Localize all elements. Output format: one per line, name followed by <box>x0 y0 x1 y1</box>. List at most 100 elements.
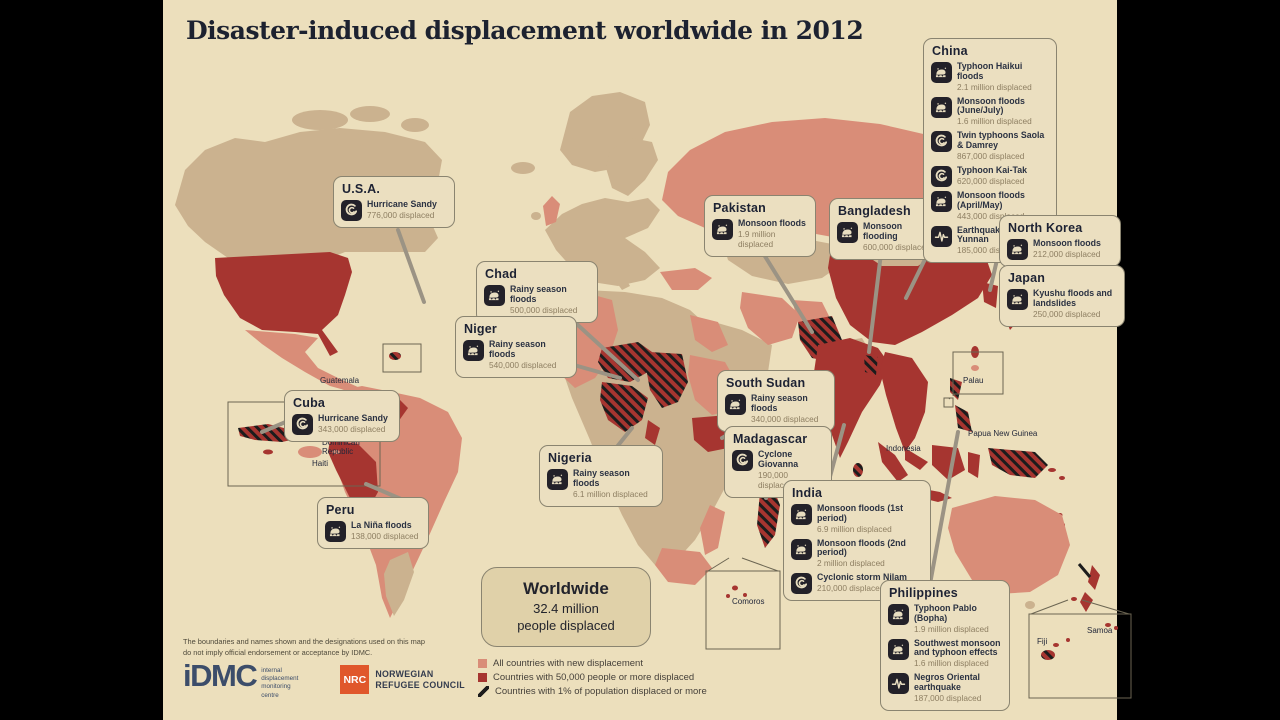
event-amount: 1.9 million displaced <box>914 623 989 634</box>
idmc-tagline-line: centre <box>261 691 279 699</box>
idmc-tagline-line: monitoring <box>261 683 291 691</box>
typhoon-icon <box>931 131 952 153</box>
event-amount: 500,000 displaced <box>510 304 578 315</box>
callout-north-korea: North Korea Monsoon floods 212,000 displ… <box>999 215 1121 267</box>
event-row: Typhoon Haikui floods 2.1 million displa… <box>931 61 1049 93</box>
event-amount: 540,000 displaced <box>489 359 557 370</box>
event-name: Cyclonic storm Nilam <box>817 572 907 583</box>
flood-icon <box>931 96 952 118</box>
callout-niger: Niger Rainy season floods 540,000 displa… <box>455 316 577 378</box>
callout-india: India Monsoon floods (1st period) 6.9 mi… <box>783 480 931 602</box>
event-amount: 210,000 displaced <box>817 583 885 594</box>
country-name: Japan <box>1008 271 1046 285</box>
flood-icon <box>463 340 484 361</box>
country-name: Bangladesh <box>838 204 911 218</box>
event-row: Rainy season floods 500,000 displaced <box>484 284 590 316</box>
callout-cuba: Cuba Hurricane Sandy 343,000 displaced <box>284 390 400 442</box>
event-row: Monsoon floods (1st period) 6.9 million … <box>791 503 923 535</box>
map-label-fiji: Fiji <box>1037 637 1048 646</box>
flood-icon <box>791 504 812 525</box>
legend-row: All countries with new displacement <box>478 658 707 669</box>
logo-row: iDMC internal displacement monitoring ce… <box>183 660 465 700</box>
event-row: Typhoon Kai-Tak 620,000 displaced <box>931 164 1049 187</box>
flood-icon <box>484 285 505 306</box>
worldwide-title: Worldwide <box>523 579 609 599</box>
country-name: Madagascar <box>733 432 808 446</box>
flood-icon <box>791 538 812 560</box>
callout-nigeria: Nigeria Rainy season floods 6.1 million … <box>539 445 663 507</box>
map-label-dominican-line2: Republic <box>322 447 354 457</box>
event-row: Cyclonic storm Nilam 210,000 displaced <box>791 572 923 595</box>
typhoon-icon <box>931 165 952 187</box>
disclaimer-line1: The boundaries and names shown and the d… <box>183 637 426 646</box>
event-row: Kyushu floods and landslides 250,000 dis… <box>1007 288 1117 320</box>
nrc-logo: NRC NORWEGIAN REFUGEE COUNCIL <box>340 665 465 694</box>
map-label-indonesia: Indonesia <box>886 444 921 453</box>
typhoon-icon <box>341 200 362 221</box>
country-name: Nigeria <box>548 451 592 465</box>
event-row: Negros Oriental earthquake 187,000 displ… <box>888 672 1002 704</box>
flood-icon <box>888 638 909 660</box>
event-amount: 250,000 displaced <box>1033 308 1101 319</box>
earthquake-icon <box>888 673 909 695</box>
event-amount: 212,000 displaced <box>1033 248 1101 259</box>
event-name: Hurricane Sandy <box>367 199 437 209</box>
event-row: Rainy season floods 540,000 displaced <box>463 339 569 371</box>
event-row: Earthquake in Yunnan 185,000 displaced <box>931 225 1049 257</box>
callout-pakistan: Pakistan Monsoon floods 1.9 million disp… <box>704 195 816 257</box>
legend-label: All countries with new displacement <box>493 658 643 669</box>
idmc-tagline: internal displacement monitoring centre <box>261 667 298 700</box>
event-name: Hurricane Sandy <box>318 413 388 423</box>
flood-icon <box>1007 289 1028 310</box>
callout-chad: Chad Rainy season floods 500,000 displac… <box>476 261 598 323</box>
nrc-logo-mark: NRC <box>340 665 370 694</box>
flood-icon <box>547 469 568 490</box>
country-name: China <box>932 44 968 58</box>
callout-japan: Japan Kyushu floods and landslides 250,0… <box>999 265 1125 327</box>
event-row: Monsoon flooding 600,000 displaced <box>837 221 933 253</box>
legend-row: Countries with 1% of population displace… <box>478 686 707 697</box>
event-row: Typhoon Pablo (Bopha) 1.9 million displa… <box>888 603 1002 635</box>
earthquake-icon <box>931 225 952 247</box>
event-name: Typhoon Haikui floods <box>957 61 1023 81</box>
flood-icon <box>1007 239 1028 260</box>
event-amount: 6.9 million displaced <box>817 523 892 534</box>
map-label-palau: Palau <box>963 376 984 385</box>
country-name: Pakistan <box>713 201 767 215</box>
event-name: Rainy season floods <box>510 284 567 304</box>
event-name: Kyushu floods and landslides <box>1033 288 1113 308</box>
event-name: Monsoon floods <box>738 218 806 228</box>
event-name: Monsoon floods (1st period) <box>817 503 904 523</box>
event-amount: 340,000 displaced <box>751 413 819 424</box>
event-name: Monsoon flooding <box>863 221 903 241</box>
country-name: Philippines <box>889 586 958 600</box>
flood-icon <box>725 394 746 415</box>
event-name: Monsoon floods (2nd period) <box>817 537 906 558</box>
map-label-dominican-republic: Dominican Republic <box>322 438 360 456</box>
event-amount: 776,000 displaced <box>367 209 435 220</box>
idmc-tagline-line: internal <box>261 667 282 674</box>
event-name: Typhoon Kai-Tak <box>957 164 1028 175</box>
event-name: Monsoon floods <box>1033 238 1101 248</box>
event-row: Rainy season floods 340,000 displaced <box>725 393 827 425</box>
typhoon-icon <box>732 450 753 471</box>
event-row: Hurricane Sandy 343,000 displaced <box>292 413 392 435</box>
flood-icon <box>931 190 952 212</box>
legend-row: Countries with 50,000 people or more dis… <box>478 672 707 683</box>
worldwide-total-value: 32.4 million <box>533 601 599 617</box>
event-name: Monsoon floods (April/May) <box>957 189 1025 210</box>
callout-south-sudan: South Sudan Rainy season floods 340,000 … <box>717 370 835 432</box>
worldwide-total-caption: people displaced <box>517 618 615 633</box>
event-name: Cyclone Giovanna <box>758 449 799 469</box>
event-amount: 867,000 displaced <box>957 150 1025 161</box>
legend-label: Countries with 50,000 people or more dis… <box>493 672 695 683</box>
map-label-dominican-line1: Dominican <box>322 438 360 447</box>
event-name: Negros Oriental earthquake <box>914 672 980 693</box>
event-row: La Niña floods 138,000 displaced <box>325 520 421 542</box>
nrc-logo-name: NORWEGIAN REFUGEE COUNCIL <box>375 669 465 694</box>
typhoon-icon <box>292 414 313 435</box>
event-row: Monsoon floods (June/July) 1.6 million d… <box>931 96 1049 128</box>
map-disclaimer: The boundaries and names shown and the d… <box>183 636 425 659</box>
nrc-name-line2: REFUGEE COUNCIL <box>375 679 465 690</box>
